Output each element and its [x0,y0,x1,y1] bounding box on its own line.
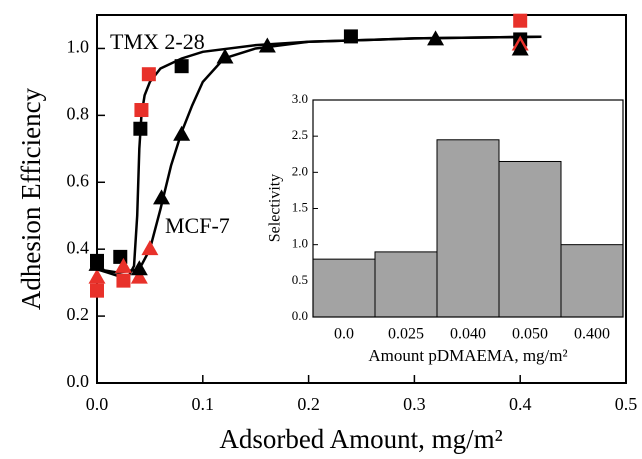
y-tick-label: 0.6 [67,170,90,190]
inset-y-tick-label: 0.0 [292,308,308,323]
x-tick-label: 0.0 [86,394,109,414]
triangle-marker [130,260,148,276]
bar [498,160,562,318]
triangle-marker [153,189,171,205]
inset-y-tick-label: 3.0 [292,91,308,106]
triangle-marker [173,125,191,141]
inset-x-tick-label: 0.040 [450,326,486,343]
square-marker [134,103,149,118]
square-marker [343,29,358,44]
triangle-marker [88,268,106,284]
square-marker [174,59,189,74]
square-marker [116,273,131,288]
bar [560,244,624,318]
inset-y-tick-label: 1.0 [292,236,308,251]
triangle-marker [258,37,276,53]
bar [436,139,500,318]
triangle-marker [88,255,106,271]
bar [374,251,438,318]
y-tick-label: 1.0 [67,37,90,57]
x-tick-label: 0.2 [297,394,320,414]
x-tick-label: 0.4 [509,394,532,414]
inset-y-tick-label: 2.5 [292,127,308,142]
y-axis-label: Adhesion Efficiency [16,87,46,310]
y-tick-label: 0.8 [67,103,90,123]
y-tick-label: 0.4 [67,237,90,257]
x-axis-label: Adsorbed Amount, mg/m² [219,424,502,454]
plot-frame [96,14,627,384]
y-tick-label: 0.0 [67,371,90,391]
square-marker [513,13,528,28]
inset-frame [312,99,624,318]
triangle-marker [141,240,159,256]
square-marker [141,67,156,82]
x-tick-label: 0.3 [403,394,426,414]
series-label: TMX 2-28 [110,29,205,54]
square-marker [90,283,104,298]
x-tick-label: 0.1 [192,394,215,414]
inset-y-tick-label: 2.0 [292,163,308,178]
y-tick-label: 0.2 [67,304,90,324]
inset-x-tick-label: 0.400 [574,326,610,343]
series-label: MCF-7 [165,213,230,238]
x-tick-label: 0.5 [615,394,638,414]
inset-x-tick-label: 0.025 [388,326,424,343]
inset-y-axis-label: Selectivity [267,174,284,242]
inset-x-tick-label: 0.050 [512,326,548,343]
inset-y-tick-label: 0.5 [292,272,308,287]
inset-x-tick-label: 0.0 [334,326,354,343]
bar [312,258,376,318]
inset-y-tick-label: 1.5 [292,199,308,214]
triangle-marker [130,268,148,284]
inset-x-axis-label: Amount pDMAEMA, mg/m² [368,346,567,365]
triangle-marker [114,257,132,273]
triangle-marker [427,30,445,46]
triangle-marker [216,48,234,64]
square-marker [133,121,148,136]
triangle-marker [511,40,529,56]
